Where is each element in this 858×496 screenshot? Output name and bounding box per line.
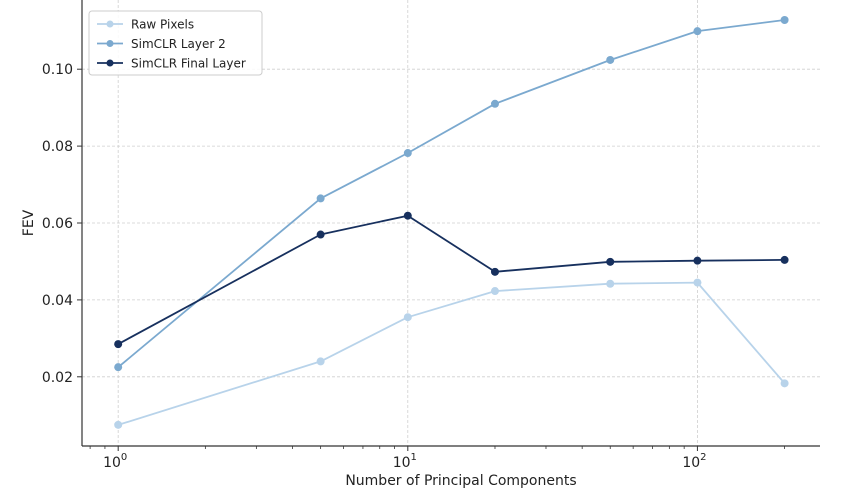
legend-label: SimCLR Layer 2 — [131, 37, 226, 51]
x-tick-label: 101 — [393, 452, 417, 471]
data-point — [114, 340, 123, 349]
legend: Raw Pixels SimCLR Layer 2 SimCLR Final Lay… — [88, 10, 263, 76]
x-tick-label: 102 — [682, 452, 706, 471]
y-tick-label: 0.06 — [42, 216, 73, 232]
data-point — [490, 287, 499, 296]
data-point — [490, 267, 499, 276]
x-axis-label: Number of Principal Components — [345, 473, 576, 489]
y-axis-label: FEV — [21, 209, 37, 236]
data-point — [316, 357, 325, 366]
data-point — [606, 257, 615, 266]
data-point — [316, 230, 325, 239]
data-point — [693, 278, 702, 287]
series-line-0 — [117, 281, 786, 426]
data-point — [403, 313, 412, 322]
data-point — [490, 99, 499, 108]
data-point — [780, 255, 789, 264]
legend-swatch-marker — [106, 20, 114, 28]
data-point — [693, 27, 702, 36]
legend-label: Raw Pixels — [131, 18, 194, 32]
series-line-2 — [117, 214, 785, 345]
legend-label: SimCLR Final Layer — [131, 57, 246, 71]
data-point — [114, 420, 123, 429]
legend-box — [88, 10, 263, 76]
y-tick-label: 0.10 — [42, 62, 73, 78]
data-point — [114, 363, 123, 372]
data-point — [693, 256, 702, 265]
y-tick-label: 0.02 — [42, 370, 73, 386]
ticks: 100 101 102 0.02 0.04 0.06 0.08 0.10 — [42, 62, 786, 471]
data-point — [403, 149, 412, 158]
x-tick-label: 100 — [103, 452, 127, 471]
data-point — [606, 279, 615, 288]
data-point — [403, 211, 412, 220]
legend-swatch-marker — [106, 59, 114, 67]
y-tick-label: 0.08 — [42, 139, 73, 155]
y-tick-label: 0.04 — [42, 293, 73, 309]
grid — [82, 0, 820, 446]
series — [114, 15, 789, 429]
data-point — [606, 55, 615, 64]
data-point — [316, 194, 325, 203]
legend-swatch-marker — [106, 40, 114, 47]
data-point — [780, 15, 789, 24]
data-point — [780, 379, 789, 388]
